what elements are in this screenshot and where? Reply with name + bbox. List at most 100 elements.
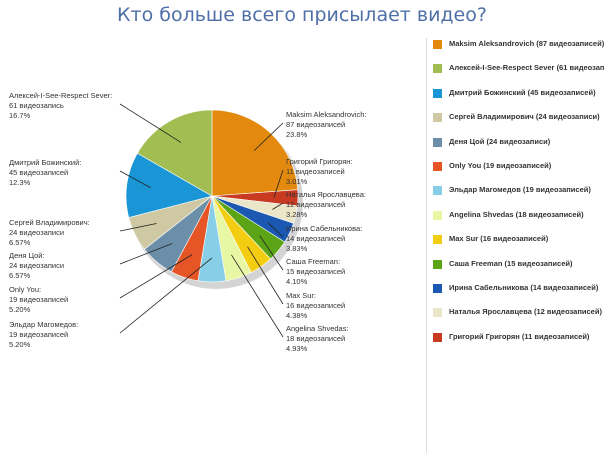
legend-swatch [433,235,442,245]
slice-label-name: Дмитрий Божинский: [9,158,81,167]
slice-label-name: Алексей-I-See-Respect Sever: [9,91,112,100]
slice-label-percent: 6.57% [9,238,31,247]
slice-label-count: 12 видеозаписей [286,200,345,209]
legend-swatch [433,259,442,269]
legend-item: Саша Freeman (15 видеозаписей) [433,258,604,272]
slice-label-percent: 5.20% [9,340,31,349]
legend-swatch [433,308,442,318]
leader-line [119,170,151,189]
legend-label: Саша Freeman (15 видеозаписей) [449,258,573,268]
slice-label-count: 18 видеозаписей [286,334,345,343]
legend-swatch [433,284,442,293]
slice-label-name: Эльдар Магомедов: [9,320,78,329]
slice-label-name: Деня Цой: [9,251,45,260]
legend-item: Max Sur (16 видеозаписей) [433,233,604,247]
legend-label: Наталья Ярославцева (12 видеозаписей) [449,307,602,317]
legend-swatch [433,113,442,123]
chart-title: Кто больше всего присылает видео? [117,4,487,26]
legend-swatch [433,162,442,171]
legend-label: Maksim Aleksandrovich (87 видеозаписей) [449,39,604,48]
slice-label-count: 15 видеозаписей [286,267,345,276]
legend-label: Ирина Сабельникова (14 видеозаписей) [449,283,599,292]
leader-line [272,202,284,210]
legend-item: Only You (19 видеозаписей) [433,160,604,174]
leader-line [267,222,284,238]
slice-label-percent: 3.01% [286,177,308,186]
legend-swatch [433,186,442,196]
slice-label-percent: 16.7% [9,111,31,120]
slice-label-name: Саша Freeman: [286,257,340,266]
pie-slice [136,109,213,197]
leader-line [247,246,284,305]
legend-item: Наталья Ярославцева (12 видеозаписей) [433,306,604,320]
slice-label-count: 19 видеозаписей [9,295,68,304]
legend-swatch [433,210,442,220]
legend-item: Деня Цой (24 видеозаписи) [433,136,604,150]
leader-line [119,223,157,232]
slice-label-count: 16 видеозаписей [286,301,345,310]
legend-swatch [433,64,442,74]
legend-item: Дмитрий Божинский (45 видеозаписей) [433,87,604,101]
pie-slice [211,109,299,197]
leader-line [259,235,284,271]
slice-label-percent: 3.83% [286,244,308,253]
leader-line [119,103,182,143]
slice-label-percent: 3.28% [286,210,308,219]
slice-label-name: Max Sur: [286,291,316,300]
legend-swatch [433,88,442,98]
pie-slice [125,152,213,218]
slice-label-name: Only You: [9,285,41,294]
legend-item: Григорий Григорян (11 видеозаписей) [433,331,604,345]
legend-label: Angelina Shvedas (18 видеозаписей) [449,209,584,219]
slice-label-percent: 5.20% [9,305,31,314]
leader-line [119,257,213,334]
slice-label-count: 11 видеозаписей [286,167,345,176]
legend-label: Only You (19 видеозаписей) [449,161,552,170]
leader-line [253,122,284,151]
leader-line [119,243,173,265]
slice-label-count: 19 видеозаписей [9,330,68,339]
leader-line [231,254,284,338]
slice-label-count: 87 видеозаписей [286,120,345,129]
slice-label-count: 24 видеозаписи [9,261,64,270]
legend-item: Эльдар Магомедов (19 видеозаписей) [433,184,604,198]
legend-label: Эльдар Магомедов (19 видеозаписей) [449,185,591,195]
legend-item: Алексей-I-See-Respect Sever (61 видеозап… [433,62,604,76]
slice-label-name: Григорий Григорян: [286,157,353,166]
slice-label-name: Сергей Владимирович: [9,218,90,227]
legend-label: Дмитрий Божинский (45 видеозаписей) [449,87,596,97]
legend-label: Сергей Владимирович (24 видеозаписи) [449,112,600,122]
slice-label-percent: 23.8% [286,130,308,139]
slice-label-percent: 4.10% [286,277,308,286]
legend-item: Сергей Владимирович (24 видеозаписи) [433,111,604,125]
slice-label-name: Наталья Ярославцева: [286,190,366,199]
slice-label-count: 45 видеозаписей [9,168,68,177]
slice-label-count: 14 видеозаписей [286,234,345,243]
slice-labels: Maksim Aleksandrovich:87 видеозаписей23.… [9,91,366,353]
slice-label-count: 24 видеозаписи [9,228,64,237]
legend-item: Angelina Shvedas (18 видеозаписей) [433,209,604,223]
pie-slices [125,109,299,283]
slice-label-name: Angelina Shvedas: [286,324,349,333]
legend-label: Max Sur (16 видеозаписей) [449,234,549,244]
leader-line [273,169,284,198]
legend-swatch [433,332,442,342]
slice-label-percent: 12.3% [9,178,31,187]
legend-swatch [433,40,442,49]
legend-swatch [433,137,442,147]
legend-label: Григорий Григорян (11 видеозаписей) [449,331,590,341]
pie-chart: Maksim Aleksandrovich:87 видеозаписей23.… [9,91,366,353]
legend-label: Алексей-I-See-Respect Sever (61 видеозап… [449,63,604,73]
slice-label-percent: 4.93% [286,344,308,353]
legend-item: Maksim Aleksandrovich (87 видеозаписей) [433,38,604,52]
slice-label-percent: 4.38% [286,311,308,320]
slice-label-name: Maksim Aleksandrovich: [286,110,366,119]
slice-label-count: 61 видеозапись [9,101,64,110]
legend-label: Деня Цой (24 видеозаписи) [449,136,551,146]
leader-line [119,254,193,299]
leader-lines [119,103,284,338]
legend-item: Ирина Сабельникова (14 видеозаписей) [433,282,604,296]
legend: Maksim Aleksandrovich (87 видеозаписей) А… [426,38,604,453]
slice-label-percent: 6.57% [9,271,31,280]
slice-label-name: Ирина Сабельникова: [286,224,362,233]
